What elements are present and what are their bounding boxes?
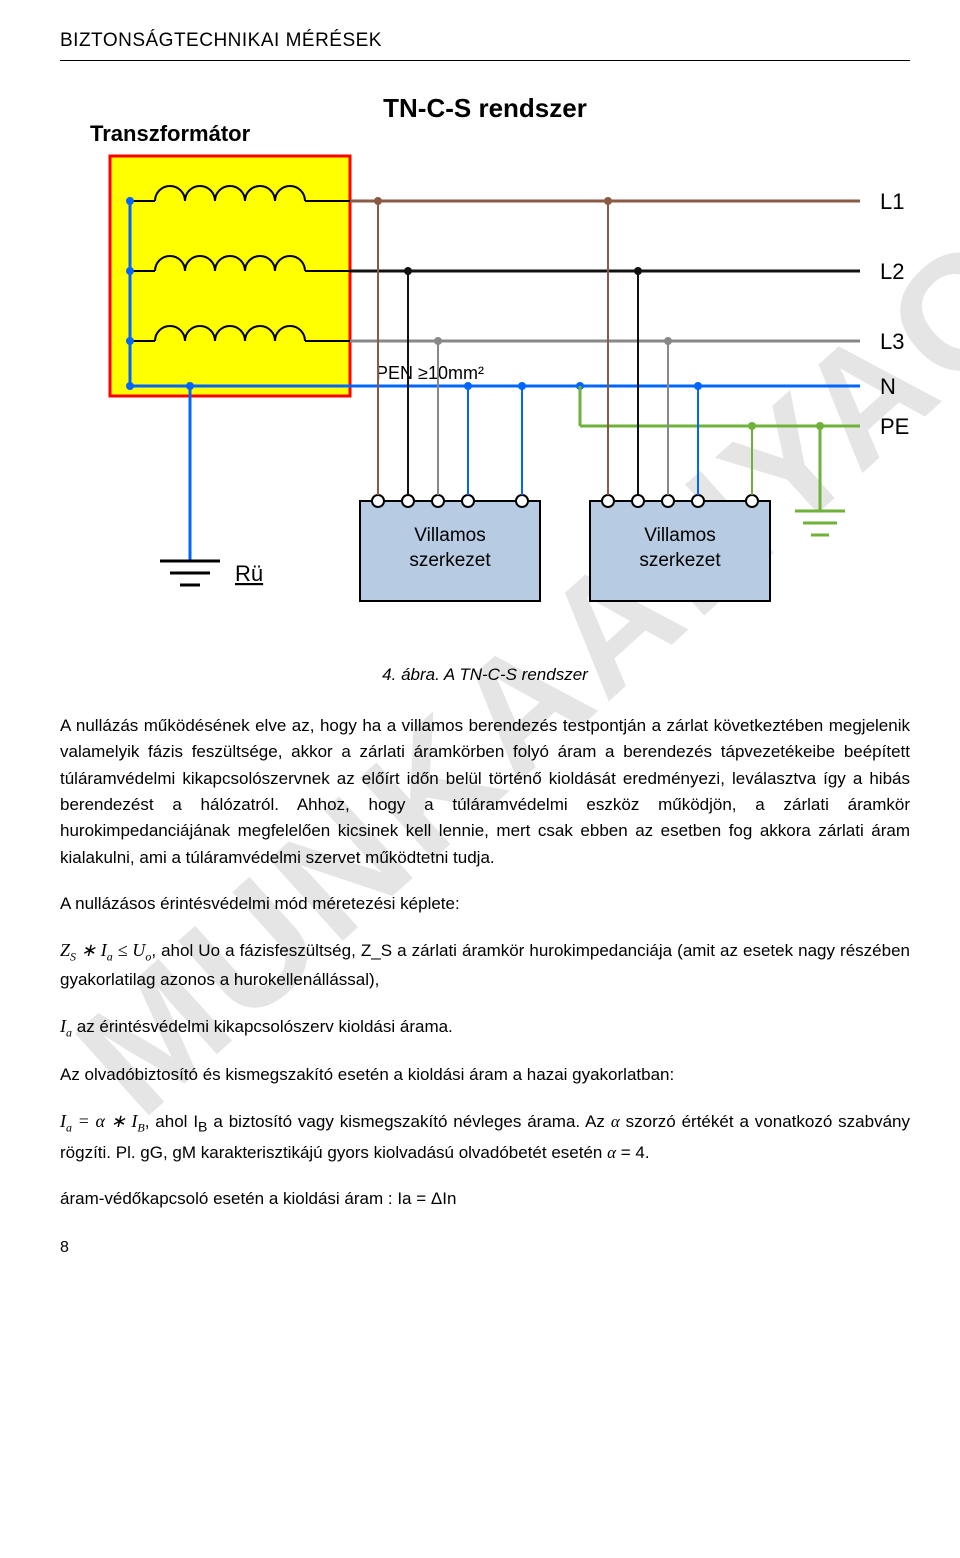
- transformer-label: Transzformátor: [90, 121, 251, 146]
- b1-l1-tap: [374, 197, 382, 205]
- b1-l2-tap: [404, 267, 412, 275]
- ground-label: Rü: [235, 561, 263, 586]
- pe-ground-icon: [795, 511, 845, 535]
- b2-l1-tap: [604, 197, 612, 205]
- formula-1: ZS ∗ Ia ≤ Uo: [60, 940, 151, 960]
- paragraph-5: Az olvadóbiztosító és kismegszakító eset…: [60, 1062, 910, 1088]
- paragraph-7: áram-védőkapcsoló esetén a kioldási áram…: [60, 1186, 910, 1212]
- box1-label-l2: szerkezet: [409, 550, 491, 571]
- transformer-box: [110, 156, 350, 396]
- label-l1: L1: [880, 189, 904, 214]
- page-header: BIZTONSÁGTECHNIKAI MÉRÉSEK: [60, 30, 910, 52]
- b2-l3-tap: [664, 337, 672, 345]
- page-number: 8: [60, 1239, 910, 1257]
- b2-l2-tap: [634, 267, 642, 275]
- header-rule: [60, 60, 910, 61]
- formula-line-2: Ia = α ∗ IB, ahol IB a biztosító vagy ki…: [60, 1108, 910, 1166]
- label-l2: L2: [880, 259, 904, 284]
- box2-label-l2: szerkezet: [639, 550, 721, 571]
- paragraph-4: Ia az érintésvédelmi kikapcsolószerv kio…: [60, 1013, 910, 1042]
- paragraph-2: A nullázásos érintésvédelmi mód méretezé…: [60, 891, 910, 917]
- page-content: BIZTONSÁGTECHNIKAI MÉRÉSEK TN-C-S rendsz…: [60, 30, 910, 1257]
- node-2: [126, 267, 134, 275]
- node-ground: [186, 382, 194, 390]
- label-l3: L3: [880, 329, 904, 354]
- b2-pe-tap: [748, 422, 756, 430]
- node-3: [126, 337, 134, 345]
- diagram-title: TN-C-S rendszer: [383, 93, 587, 123]
- node-1: [126, 197, 134, 205]
- diagram-tn-c-s: TN-C-S rendszer Transzformátor: [60, 81, 910, 635]
- b1-pe-tap: [518, 382, 526, 390]
- formula-2-rest: , ahol IB a biztosító vagy kismegszakító…: [60, 1112, 910, 1161]
- label-n: N: [880, 374, 896, 399]
- box1-label-l1: Villamos: [414, 525, 485, 546]
- p4-text: az érintésvédelmi kikapcsolószerv kioldá…: [77, 1017, 453, 1036]
- b2-n-tap: [694, 382, 702, 390]
- b1-l3-tap: [434, 337, 442, 345]
- formula-1-rest: , ahol Uo a fázisfeszültség, Z_S a zárla…: [60, 941, 910, 988]
- ground-icon: [160, 561, 220, 585]
- formula-2: Ia = α ∗ IB: [60, 1111, 145, 1131]
- box2-label-l1: Villamos: [644, 525, 715, 546]
- diagram-svg: TN-C-S rendszer Transzformátor: [60, 81, 910, 631]
- label-pe: PE: [880, 414, 909, 439]
- b1-n-tap: [464, 382, 472, 390]
- figure-caption: 4. ábra. A TN-C-S rendszer: [60, 665, 910, 685]
- pen-note: PEN ≥10mm²: [376, 363, 484, 383]
- formula-line-1: ZS ∗ Ia ≤ Uo, ahol Uo a fázisfeszültség,…: [60, 937, 910, 993]
- pe-ground-tap: [816, 422, 824, 430]
- paragraph-1: A nullázás működésének elve az, hogy ha …: [60, 713, 910, 871]
